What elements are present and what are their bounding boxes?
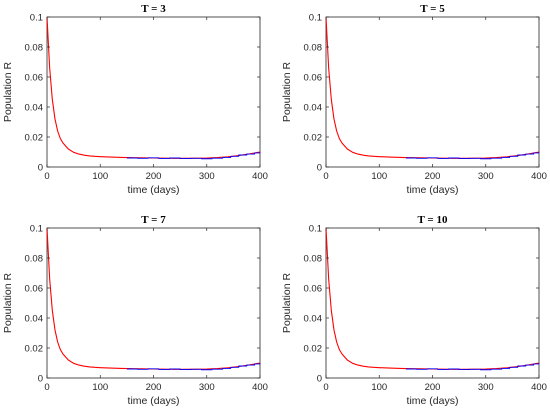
chart-title: T = 5 (420, 3, 445, 15)
y-tick-label: 0.02 (304, 344, 323, 355)
series-line-2 (126, 363, 261, 371)
y-tick-label: 0.06 (304, 284, 323, 295)
y-tick-label: 0 (38, 374, 43, 385)
y-tick-label: 0 (317, 163, 322, 174)
x-tick-label: 100 (371, 171, 387, 182)
x-tick-label: 200 (146, 382, 162, 393)
y-tick-label: 0.1 (309, 13, 322, 24)
y-axis-label: Population R (281, 273, 293, 334)
series-line-1 (46, 227, 261, 370)
plot-area (46, 16, 261, 168)
y-axis-label: Population R (2, 62, 14, 123)
y-axis-label: Population R (281, 62, 293, 123)
y-tick-label: 0.1 (309, 224, 322, 235)
y-tick-label: 0.02 (25, 344, 44, 355)
series-line-2 (405, 363, 540, 371)
plot-area (325, 16, 540, 168)
y-tick-label: 0.04 (304, 314, 323, 325)
y-tick-label: 0.02 (25, 133, 44, 144)
y-tick-label: 0.06 (304, 73, 323, 84)
x-tick-label: 0 (323, 171, 328, 182)
subplot-3: 0 100 200 300 400 0 0.02 0.04 0.06 0.08 0.1 T = 7 ti… (2, 214, 268, 407)
x-axis-label: time (days) (407, 395, 459, 407)
chart-title: T = 3 (141, 3, 166, 15)
x-tick-label: 300 (199, 382, 215, 393)
y-tick-label: 0.06 (25, 284, 44, 295)
series-line-1 (325, 227, 540, 370)
y-axis-label: Population R (2, 273, 14, 334)
x-tick-label: 200 (146, 171, 162, 182)
x-tick-label: 400 (252, 382, 268, 393)
y-tick-label: 0.1 (30, 224, 43, 235)
subplot-2: 0 100 200 300 400 0 0.02 0.04 0.06 0.08 0.1 T = 5 ti… (281, 3, 547, 196)
y-tick-label: 0.08 (25, 43, 44, 54)
subplot-1: 0 100 200 300 400 0 0.02 0.04 0.06 0.08 0.1 T = 3 ti… (2, 3, 268, 196)
y-tick-label: 0.08 (25, 254, 44, 265)
x-tick-label: 100 (92, 171, 108, 182)
series-line-1 (325, 16, 540, 159)
x-tick-label: 400 (531, 382, 547, 393)
x-tick-label: 200 (425, 382, 441, 393)
y-tick-label: 0 (38, 163, 43, 174)
plot-area (46, 227, 261, 379)
x-tick-label: 100 (371, 382, 387, 393)
chart-title: T = 7 (141, 214, 166, 226)
series-line-2 (126, 152, 261, 160)
plot-area (325, 227, 540, 379)
x-tick-label: 200 (425, 171, 441, 182)
series-line-1 (46, 16, 261, 159)
y-tick-label: 0 (317, 374, 322, 385)
y-tick-label: 0.08 (304, 254, 323, 265)
chart-title: T = 10 (418, 214, 448, 226)
x-axis-label: time (days) (128, 395, 180, 407)
y-tick-label: 0.08 (304, 43, 323, 54)
x-tick-label: 300 (199, 171, 215, 182)
x-tick-label: 0 (44, 382, 49, 393)
x-tick-label: 0 (323, 382, 328, 393)
series-line-2 (405, 152, 540, 160)
x-tick-label: 400 (252, 171, 268, 182)
x-axis-label: time (days) (407, 184, 459, 196)
y-tick-label: 0.02 (304, 133, 323, 144)
y-tick-label: 0.04 (304, 103, 323, 114)
y-tick-label: 0.06 (25, 73, 44, 84)
x-tick-label: 400 (531, 171, 547, 182)
x-tick-label: 0 (44, 171, 49, 182)
x-tick-label: 300 (478, 382, 494, 393)
y-tick-label: 0.04 (25, 314, 44, 325)
y-tick-label: 0.04 (25, 103, 44, 114)
x-tick-label: 300 (478, 171, 494, 182)
y-tick-label: 0.1 (30, 13, 43, 24)
x-tick-label: 100 (92, 382, 108, 393)
subplot-4: 0 100 200 300 400 0 0.02 0.04 0.06 0.08 0.1 T = 10 t… (281, 214, 547, 407)
x-axis-label: time (days) (128, 184, 180, 196)
